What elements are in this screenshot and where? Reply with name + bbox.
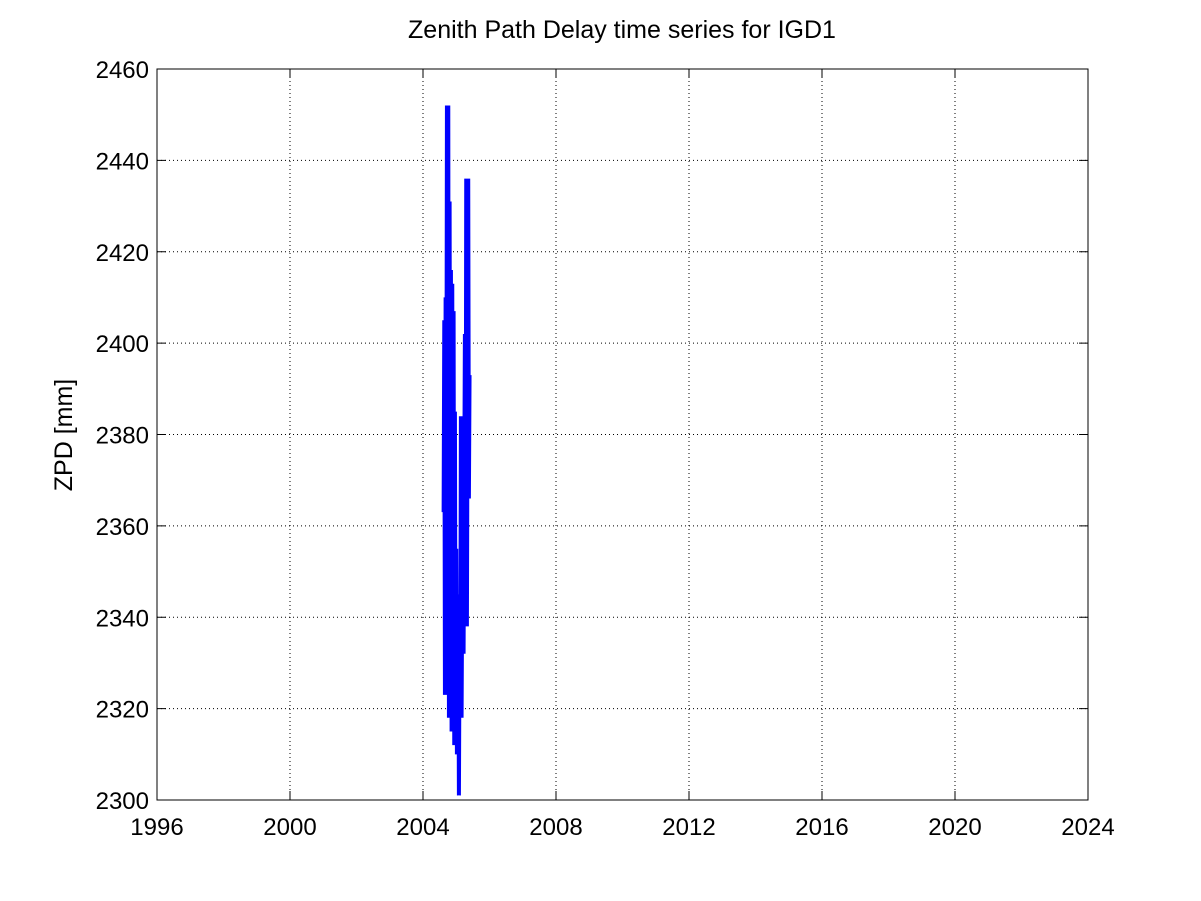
axes-box — [156, 68, 1089, 801]
x-tick-label: 2000 — [263, 814, 316, 841]
y-tick-label: 2420 — [96, 240, 149, 267]
chart-title: Zenith Path Delay time series for IGD1 — [408, 16, 836, 44]
x-tick-label: 2020 — [928, 814, 981, 841]
x-tick-label: 2016 — [795, 814, 848, 841]
y-tick-label: 2460 — [96, 57, 149, 84]
x-tick-label: 1996 — [130, 814, 183, 841]
plot-area — [157, 69, 1088, 800]
y-axis-label: ZPD [mm] — [50, 379, 78, 492]
x-tick-label: 2012 — [662, 814, 715, 841]
data-line — [441, 105, 472, 796]
y-tick-label: 2340 — [96, 605, 149, 632]
y-tick-label: 2360 — [96, 514, 149, 541]
x-tick-label: 2008 — [529, 814, 582, 841]
y-tick-label: 2400 — [96, 331, 149, 358]
y-tick-label: 2320 — [96, 697, 149, 724]
y-tick-label: 2300 — [96, 788, 149, 815]
x-tick-label: 2024 — [1061, 814, 1114, 841]
y-tick-label: 2380 — [96, 423, 149, 450]
x-tick-label: 2004 — [396, 814, 449, 841]
y-tick-label: 2440 — [96, 148, 149, 175]
